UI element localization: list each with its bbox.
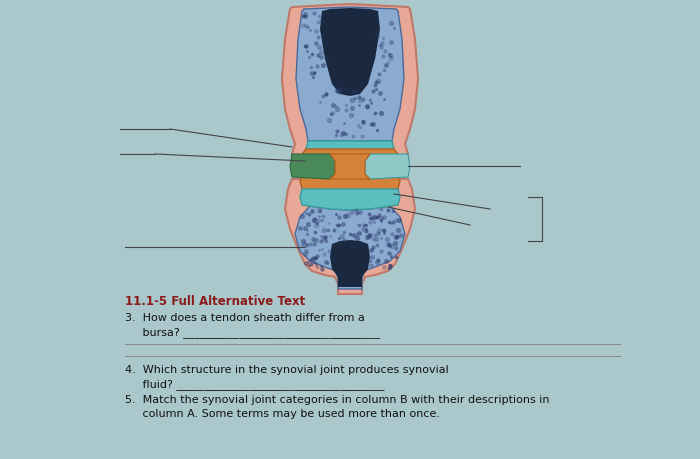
Text: 4.  Which structure in the synovial joint produces synovial: 4. Which structure in the synovial joint…: [125, 364, 449, 374]
Text: 11.1-5 Full Alternative Text: 11.1-5 Full Alternative Text: [125, 294, 305, 308]
Polygon shape: [330, 241, 370, 287]
Polygon shape: [320, 9, 380, 97]
Polygon shape: [282, 5, 418, 168]
Polygon shape: [285, 179, 415, 294]
Text: fluid? _____________________________________: fluid? _________________________________…: [125, 378, 384, 389]
Polygon shape: [330, 155, 370, 179]
Text: 5.  Match the synovial joint categories in column B with their descriptions in: 5. Match the synovial joint categories i…: [125, 394, 550, 404]
Polygon shape: [365, 155, 410, 179]
Text: 3.  How does a tendon sheath differ from a: 3. How does a tendon sheath differ from …: [125, 312, 365, 322]
Text: bursa? ___________________________________: bursa? _________________________________…: [125, 326, 380, 337]
Polygon shape: [296, 8, 404, 142]
Text: column A. Some terms may be used more than once.: column A. Some terms may be used more th…: [125, 408, 440, 418]
Polygon shape: [300, 172, 400, 193]
Polygon shape: [306, 142, 394, 162]
Polygon shape: [295, 207, 405, 289]
Polygon shape: [290, 155, 335, 179]
Polygon shape: [298, 150, 402, 174]
Polygon shape: [300, 190, 400, 211]
